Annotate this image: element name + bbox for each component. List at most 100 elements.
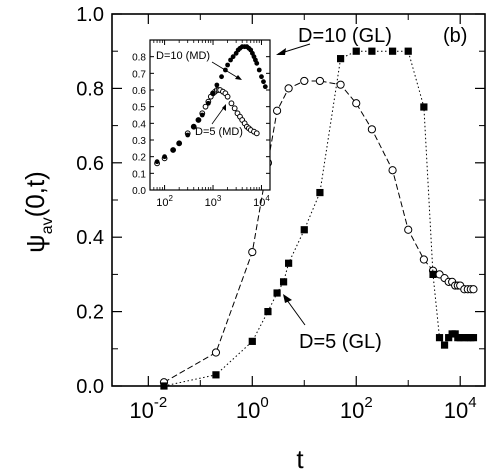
data-point [170,147,176,153]
data-point [435,334,444,342]
inset-x-tick-base: 10 [253,197,265,209]
data-point [160,382,168,390]
data-point [228,100,235,107]
data-point [259,74,264,80]
data-point [419,255,428,264]
y-axis-label: ψav(0,t) [20,171,56,253]
data-point [388,166,397,175]
inset-x-tick-base: 10 [156,197,168,209]
data-point [451,330,459,338]
data-point [196,117,201,123]
data-point [214,82,220,88]
data-point [336,55,345,63]
x-tick-base: 10 [236,398,260,423]
data-point [336,80,345,89]
data-point [456,334,464,342]
inset-y-tick-label: 0.6 [132,86,146,97]
inset-y-tick-label: 0.3 [132,136,146,147]
annotation-d5-md: D=5 (MD) [195,126,243,138]
x-tick-label: 100 [236,394,269,423]
data-point [176,140,182,146]
data-point [279,278,288,286]
inset-y-tick-label: 0.1 [132,169,146,180]
data-point [154,159,160,165]
data-point [352,47,360,55]
data-point [256,67,262,73]
arrow-d5-gl-head [283,294,292,303]
inset-x-tick-exponent: 3 [217,194,222,203]
data-point [469,285,478,294]
x-tick-label: 104 [444,394,477,423]
y-tick-label: 1.0 [76,4,104,26]
x-tick-base: 10 [340,398,364,423]
inset-y-tick-label: 0.7 [132,69,146,80]
data-point [264,308,272,316]
data-point [404,225,413,234]
annotation-d10-md: D=10 (MD) [156,50,210,62]
arrow-d10-md-head [235,75,242,80]
data-point [469,334,478,342]
arrow-d10-md [211,61,241,80]
x-tick-exponent: 4 [468,394,476,411]
data-point [445,334,453,342]
data-point [272,106,282,115]
data-point [440,341,449,349]
inset-frame [149,39,271,191]
data-point [429,270,437,278]
inset-annotation-arrows [211,61,242,125]
y-axis-label-tail: (0,t) [20,171,50,217]
data-point [199,112,205,118]
main-series [159,47,478,390]
data-point [212,371,220,379]
inset-background [150,40,270,190]
data-point [254,60,260,66]
x-tick-exponent: -2 [154,394,167,411]
data-point [316,188,324,197]
arrow-d5-md-head [222,104,226,111]
annotation-d5-gl: D=5 (GL) [299,331,382,353]
data-point [185,132,191,138]
data-point [300,76,309,86]
data-point [368,47,376,55]
y-axis-label-main: ψ [20,234,50,253]
data-point [315,76,325,86]
annotation-arrows [276,43,311,326]
arrow-d5-md [211,105,226,125]
x-tick-label: 10-2 [129,394,167,423]
inset-y-tick-label: 0.5 [132,103,146,114]
y-tick-label: 0.8 [76,78,104,100]
data-point [367,125,376,134]
x-tick-base: 10 [444,398,468,423]
data-point [248,247,257,257]
inset-y-tick-label: 0.0 [132,186,146,197]
data-point [224,93,231,100]
inset-x-tick-label: 104 [253,194,270,209]
data-point [248,337,256,345]
data-point [285,259,293,267]
annotation-d10-gl: D=10 (GL) [298,25,392,47]
inset-x-tick-exponent: 2 [168,194,173,203]
data-point [219,74,224,80]
y-tick-label: 0.4 [76,227,104,249]
data-point [404,47,412,55]
inset-y-tick-label: 0.2 [132,153,146,164]
y-tick-label: 0.2 [76,302,104,324]
x-axis-label: t [296,444,304,474]
data-point [210,90,216,96]
data-point [202,103,209,110]
y-axis-label-sub: av [39,217,56,234]
data-point [388,47,397,55]
inset-y-tick-label: 0.4 [132,119,146,130]
data-point [191,124,197,130]
inset-y-tick-label: 0.8 [132,53,146,64]
y-tick-label: 0.0 [76,376,104,398]
inset-x-tick-exponent: 4 [265,194,270,203]
data-point [262,84,268,90]
data-point [231,105,238,112]
inset-series [154,44,268,167]
x-tick-exponent: 2 [364,394,372,411]
data-point [300,226,308,234]
x-tick-base: 10 [129,398,153,423]
